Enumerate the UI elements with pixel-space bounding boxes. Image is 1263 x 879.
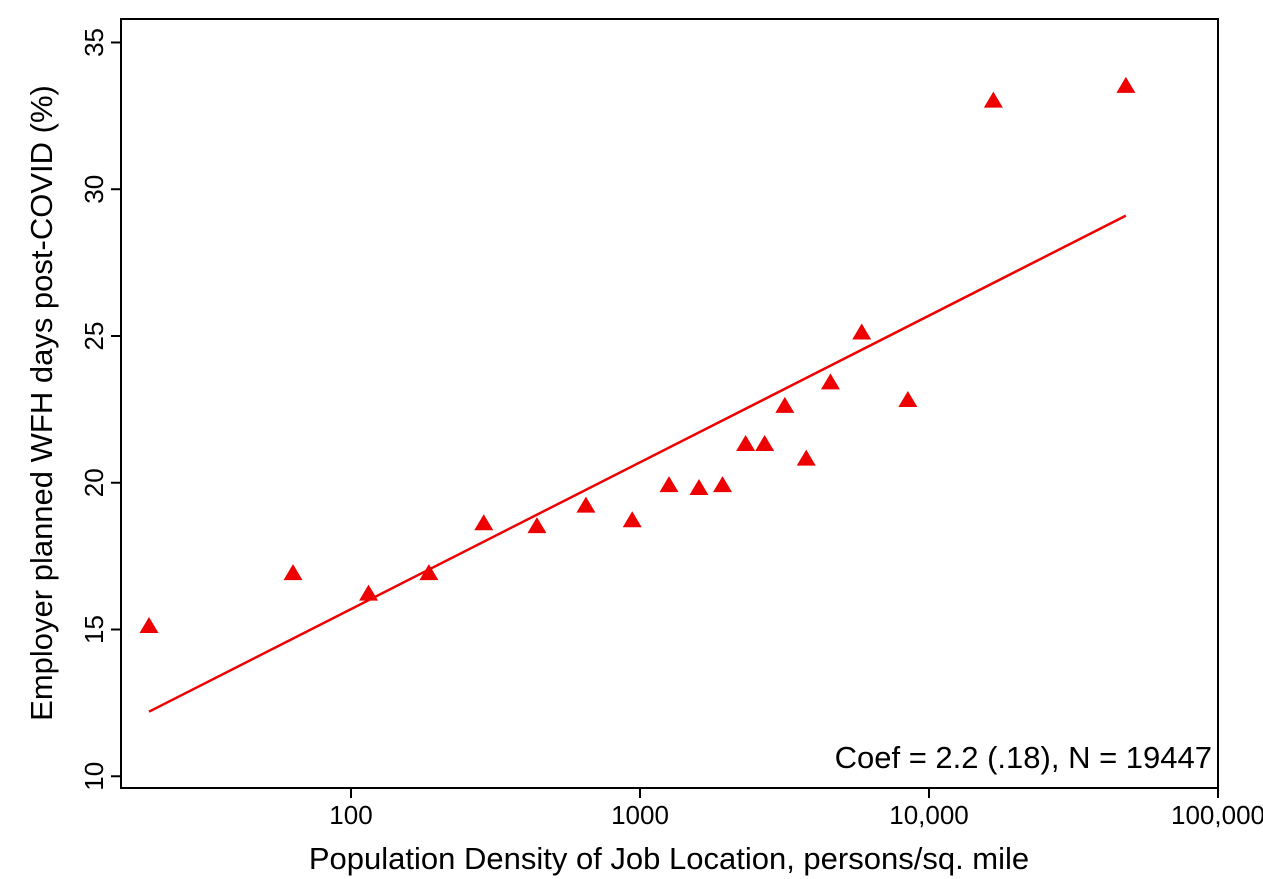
- chart-annotation: Coef = 2.2 (.18), N = 19447: [835, 740, 1212, 775]
- y-tick-label: 20: [79, 468, 109, 497]
- data-point-triangle: [983, 91, 1003, 108]
- data-point-triangle: [820, 373, 840, 390]
- data-point-triangle: [689, 479, 709, 496]
- data-point-triangle: [527, 517, 547, 534]
- data-point-triangle: [898, 390, 918, 407]
- data-point-triangle: [474, 514, 494, 531]
- fit-line: [148, 214, 1127, 713]
- plot-frame: [120, 18, 1219, 789]
- y-axis: 10 15 20 25 30 35: [79, 28, 121, 791]
- data-point-triangle: [419, 564, 439, 581]
- data-point-triangle: [622, 511, 642, 528]
- data-point-triangle: [576, 496, 596, 513]
- y-tick-label: 35: [79, 28, 109, 57]
- data-point-triangle: [659, 476, 679, 493]
- x-tick-label: 100,000: [1171, 800, 1263, 830]
- y-tick-label: 25: [79, 322, 109, 351]
- y-tick-label: 30: [79, 175, 109, 204]
- y-tick-label: 10: [79, 762, 109, 791]
- x-tick-label: 100: [329, 800, 372, 830]
- data-point-triangle: [359, 584, 379, 601]
- data-point-triangle: [713, 476, 733, 493]
- data-point-triangle: [852, 323, 872, 340]
- data-point-triangle: [283, 564, 303, 581]
- x-axis-title: Population Density of Job Location, pers…: [309, 841, 1029, 876]
- x-tick-label: 10,000: [889, 800, 969, 830]
- data-points: [139, 76, 1136, 633]
- data-point-triangle: [775, 396, 795, 413]
- data-point-triangle: [796, 449, 816, 466]
- x-axis: 100 1000 10,000 100,000: [329, 788, 1263, 830]
- data-point-triangle: [139, 616, 159, 633]
- y-axis-title: Employer planned WFH days post-COVID (%): [24, 85, 59, 721]
- data-point-triangle: [1116, 76, 1136, 93]
- data-point-triangle: [736, 434, 756, 451]
- y-tick-label: 15: [79, 615, 109, 644]
- x-tick-label: 1000: [611, 800, 669, 830]
- data-point-triangle: [755, 434, 775, 451]
